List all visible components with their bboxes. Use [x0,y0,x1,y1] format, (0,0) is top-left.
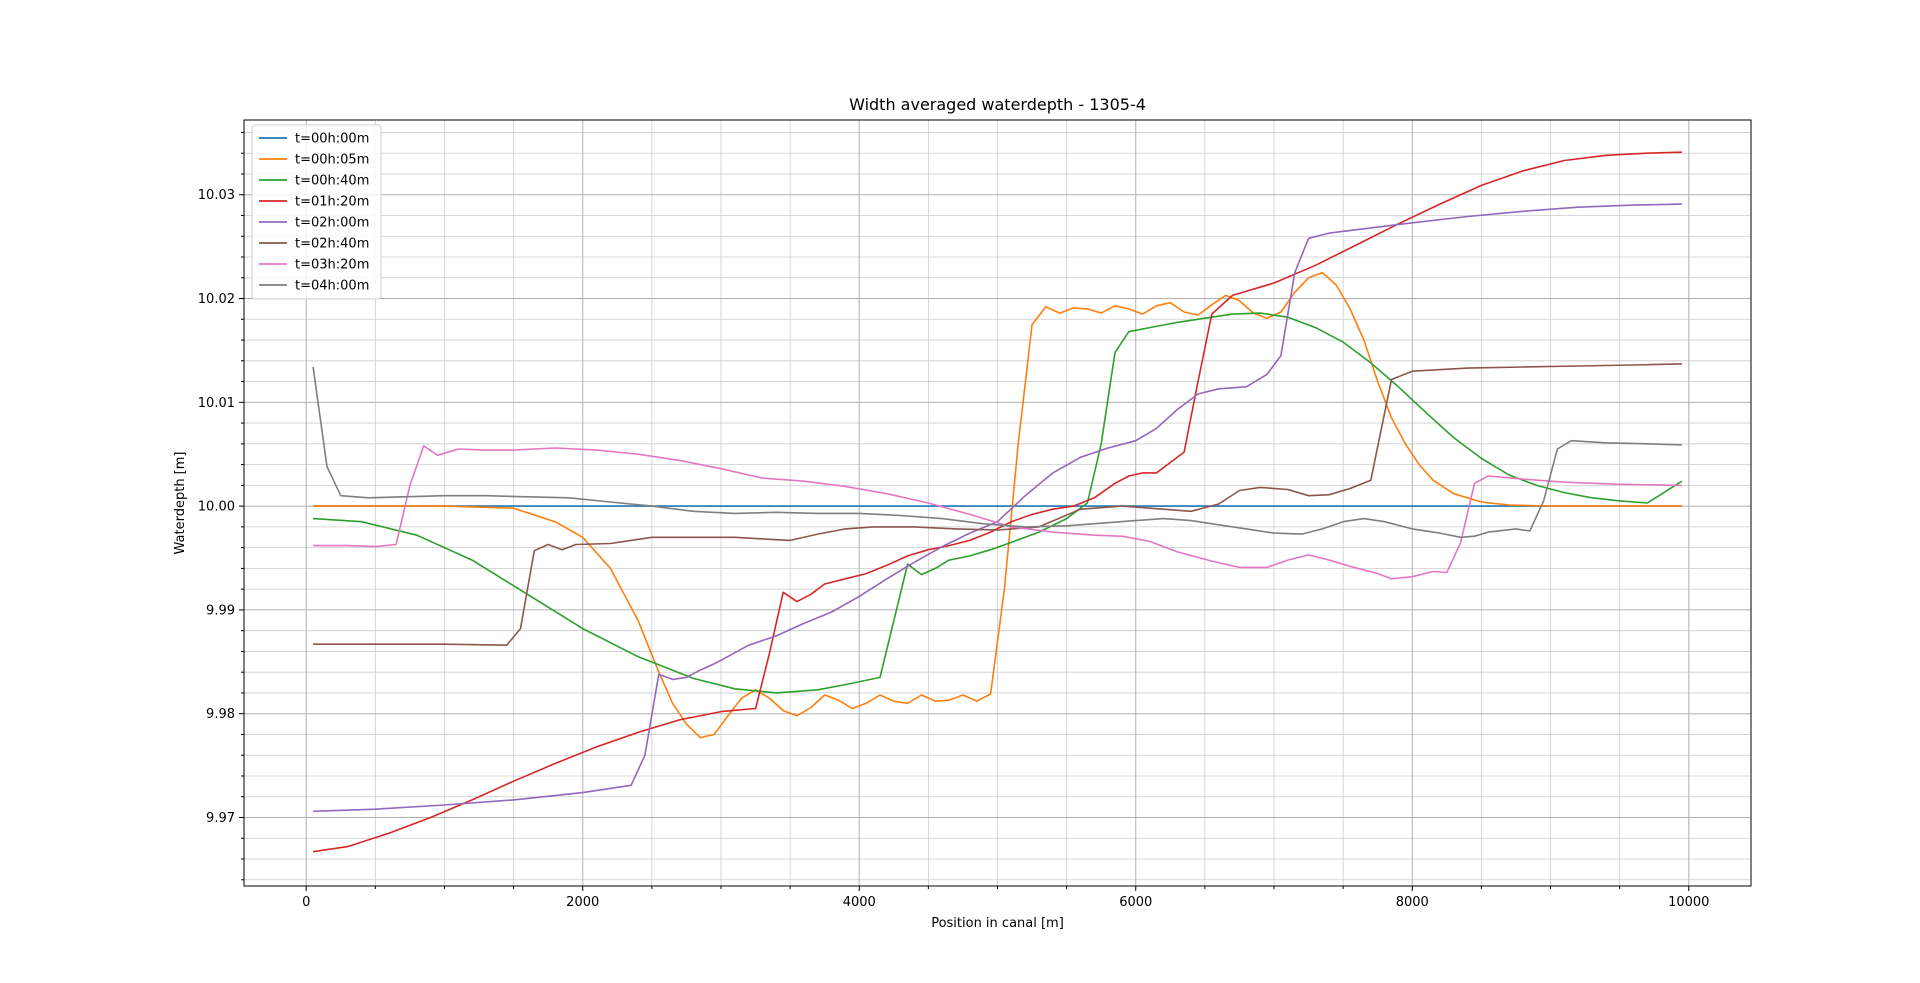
series-line-7 [313,445,1682,580]
legend-label: t=00h:00m [295,132,369,147]
y-tick-label: 9.97 [206,811,235,826]
legend-box [251,124,382,300]
y-tick-label: 9.98 [206,707,235,722]
series-lines [312,151,1683,853]
y-axis: 9.97 9.98 9.99 10.00 10.01 10.02 10.03 [198,131,244,881]
legend-label: t=03h:20m [295,258,369,273]
y-tick-label: 10.01 [198,396,235,411]
series-line-5 [313,203,1682,813]
series-line-8 [312,366,1682,539]
series-line-2 [313,271,1682,739]
legend-label: t=01h:20m [295,195,369,210]
legend-label: t=04h:00m [295,279,369,294]
legend: t=00h:00m t=00h:05m t=00h:40m t=01h:20m t=02… [251,124,382,300]
x-axis: 0 2000 4000 6000 8000 10000 [302,886,1709,910]
y-tick-label: 9.99 [206,603,235,618]
y-axis-label: Waterdepth [m] [173,452,188,555]
x-tick-label: 4000 [843,895,876,910]
legend-label: t=02h:00m [295,216,369,231]
legend-label: t=00h:05m [295,153,369,168]
x-tick-label: 2000 [566,895,599,910]
y-tick-label: 10.03 [198,188,235,203]
series-line-4 [312,151,1682,853]
x-tick-label: 8000 [1396,895,1429,910]
chart-title: Width averaged waterdepth - 1305-4 [849,95,1146,114]
x-tick-label: 6000 [1119,895,1152,910]
y-tick-label: 10.00 [198,500,235,515]
legend-label: t=02h:40m [295,237,369,252]
x-axis-label: Position in canal [m] [931,916,1064,931]
minor-grid [244,120,1751,886]
x-tick-label: 0 [302,895,310,910]
series-line-6 [313,363,1682,647]
y-tick-label: 10.02 [198,292,235,307]
x-tick-label: 10000 [1668,895,1709,910]
legend-label: t=00h:40m [295,174,369,189]
series-line-3 [313,312,1683,694]
